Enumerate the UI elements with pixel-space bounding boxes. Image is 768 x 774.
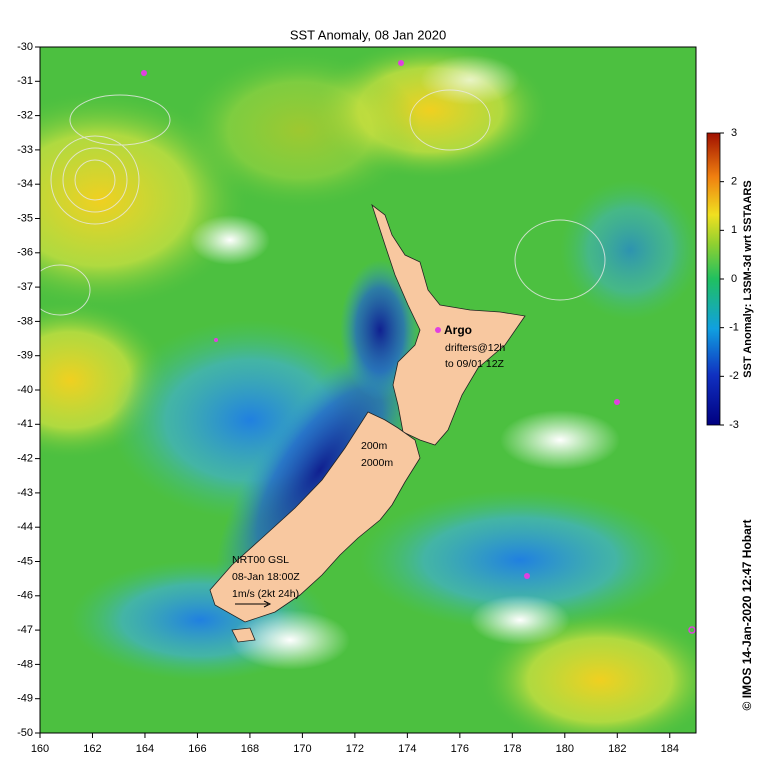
y-tick-label: -35 (17, 212, 33, 224)
map-title: SST Anomaly, 08 Jan 2020 (290, 27, 446, 42)
y-tick-label: -46 (17, 590, 33, 602)
colorbar-tick-label: 0 (731, 273, 737, 285)
colorbar-tick-label: 2 (731, 176, 737, 188)
annotation: 1m/s (2kt 24h) (232, 588, 299, 600)
colorbar-tick-label: -3 (729, 419, 739, 431)
land (231, 627, 256, 643)
y-tick-label: -47 (17, 624, 33, 636)
x-tick-label: 178 (503, 743, 521, 755)
x-tick-label: 172 (346, 743, 364, 755)
annotation: drifters@12h (445, 342, 505, 354)
sst-field (40, 47, 696, 733)
argo-floats (141, 60, 696, 634)
y-tick-label: -39 (17, 350, 33, 362)
y-tick-label: -31 (17, 75, 33, 87)
scale-arrow-head (263, 600, 272, 608)
y-tick-label: -44 (17, 521, 33, 533)
y-tick-label: -32 (17, 110, 33, 122)
colorbar-tick-label: 1 (731, 224, 737, 236)
x-tick-label: 170 (293, 743, 311, 755)
annotation: 2000m (361, 457, 393, 469)
x-tick-label: 166 (188, 743, 206, 755)
y-tick-label: -43 (17, 487, 33, 499)
x-tick-label: 182 (608, 743, 626, 755)
x-tick-label: 176 (451, 743, 469, 755)
y-tick-label: -42 (17, 453, 33, 465)
x-tick-label: 162 (83, 743, 101, 755)
y-tick-label: -30 (17, 41, 33, 53)
x-tick-label: 160 (31, 743, 49, 755)
annotation: Argo (444, 323, 472, 337)
y-tick-label: -33 (17, 144, 33, 156)
y-tick-label: -49 (17, 693, 33, 705)
y-tick-label: -40 (17, 384, 33, 396)
colorbar (706, 132, 721, 426)
colorbar-tick-label: -1 (729, 322, 739, 334)
colorbar-tick-label: 3 (731, 127, 737, 139)
land (209, 411, 421, 623)
credit: © IMOS 14-Jan-2020 12:47 Hobart (740, 520, 754, 711)
annotation: 200m (361, 440, 388, 452)
x-tick-label: 164 (136, 743, 154, 755)
annotation: to 09/01 12Z (445, 358, 505, 370)
land (371, 203, 526, 446)
annotation: 08-Jan 18:00Z (232, 571, 300, 583)
y-tick-label: -38 (17, 315, 33, 327)
x-tick-label: 180 (556, 743, 574, 755)
x-tick-label: 184 (661, 743, 679, 755)
x-tick-label: 174 (398, 743, 416, 755)
colorbar-tick-label: -2 (729, 370, 739, 382)
y-tick-label: -48 (17, 658, 33, 670)
y-tick-label: -36 (17, 247, 33, 259)
annotation: NRT00 GSL (232, 554, 289, 566)
x-tick-label: 168 (241, 743, 259, 755)
y-tick-label: -34 (17, 178, 33, 190)
y-tick-label: -45 (17, 555, 33, 567)
y-tick-label: -37 (17, 281, 33, 293)
colorbar-label: SST Anomaly: L3SM-3d wrt SSTAARS (742, 180, 754, 377)
y-tick-label: -50 (17, 727, 33, 739)
y-tick-label: -41 (17, 418, 33, 430)
